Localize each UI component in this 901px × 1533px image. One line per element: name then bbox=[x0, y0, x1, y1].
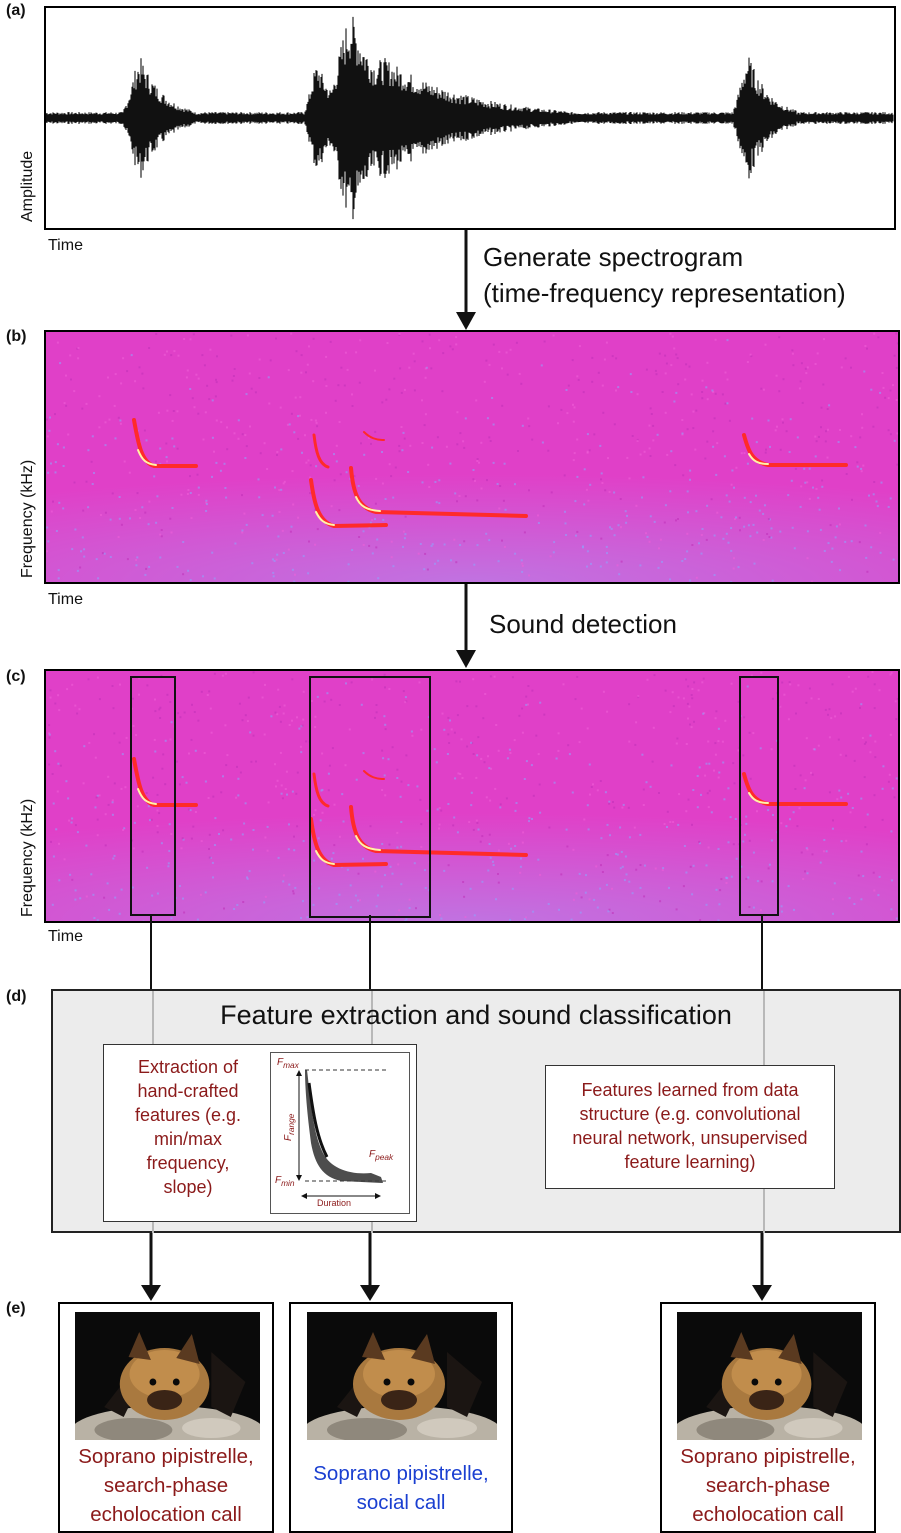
result-card-3: Soprano pipistrelle, search-phase echolo… bbox=[660, 1302, 876, 1533]
feature-inset-svg bbox=[296, 1069, 387, 1199]
handcrafted-line: Extraction of bbox=[137, 1057, 239, 1077]
arrow-d-e-2 bbox=[360, 1233, 380, 1301]
arrow-d-e-1 bbox=[141, 1233, 161, 1301]
spectrogram-c-noise bbox=[48, 671, 898, 921]
result-line: social call bbox=[356, 1491, 446, 1514]
result-line: search-phase bbox=[705, 1474, 831, 1497]
handcrafted-line: features (e.g. bbox=[134, 1105, 242, 1125]
result-card-1: Soprano pipistrelle, search-phase echolo… bbox=[58, 1302, 274, 1533]
spectrogram-c-svg bbox=[46, 671, 898, 921]
result-line: Soprano pipistrelle, bbox=[78, 1445, 254, 1468]
spectrogram-c bbox=[44, 669, 900, 923]
handcrafted-box: Extraction of hand-crafted features (e.g… bbox=[103, 1044, 417, 1222]
connector-3 bbox=[761, 915, 763, 989]
handcrafted-text: Extraction of hand-crafted features (e.g… bbox=[108, 1055, 268, 1199]
bat-photo bbox=[307, 1312, 497, 1440]
connector-2 bbox=[369, 915, 371, 989]
spectrogram-c-calls bbox=[132, 757, 848, 868]
panel-b-letter: (b) bbox=[6, 328, 27, 345]
result-label-2: Soprano pipistrelle, social call bbox=[291, 1459, 511, 1517]
result-line: Soprano pipistrelle, bbox=[680, 1445, 856, 1468]
feature-panel: Feature extraction and sound classificat… bbox=[51, 989, 901, 1233]
waveform-svg bbox=[46, 16, 894, 220]
result-line: Soprano pipistrelle, bbox=[313, 1462, 489, 1485]
handcrafted-line: slope) bbox=[163, 1177, 213, 1197]
panel-a-letter: (a) bbox=[6, 2, 26, 19]
handcrafted-line: hand-crafted bbox=[137, 1081, 239, 1101]
waveform-plot bbox=[44, 6, 896, 230]
learned-text: Features learned from data structure (e.… bbox=[546, 1078, 834, 1174]
frange-label: Frange bbox=[283, 1113, 296, 1141]
fpeak-label: Fpeak bbox=[369, 1149, 394, 1162]
result-line: echolocation call bbox=[90, 1503, 242, 1526]
detection-box-2 bbox=[309, 676, 431, 918]
arrow-a-b bbox=[456, 230, 476, 330]
result-label-3: Soprano pipistrelle, search-phase echolo… bbox=[662, 1442, 874, 1529]
learned-line: Features learned from data bbox=[581, 1080, 799, 1100]
result-line: echolocation call bbox=[692, 1503, 844, 1526]
panel-a-xlabel: Time bbox=[48, 237, 83, 254]
fmin-label: Fmin bbox=[275, 1175, 295, 1188]
step-spectrogram-line1: Generate spectrogram bbox=[483, 242, 744, 272]
panel-c-ylabel: Frequency (kHz) bbox=[19, 798, 36, 917]
learned-line: structure (e.g. convolutional bbox=[579, 1104, 801, 1124]
learned-line: feature learning) bbox=[624, 1152, 756, 1172]
duration-label: Duration bbox=[317, 1198, 352, 1208]
feature-inset: Fmax Fmin Frange Fpeak Duration bbox=[270, 1052, 410, 1214]
feature-title: Feature extraction and sound classificat… bbox=[220, 1000, 732, 1030]
spectrogram-b-svg bbox=[46, 332, 898, 582]
panel-c-letter: (c) bbox=[6, 668, 26, 685]
result-card-2: Soprano pipistrelle, social call bbox=[289, 1302, 513, 1533]
panel-b-xlabel: Time bbox=[48, 591, 83, 608]
result-line: search-phase bbox=[103, 1474, 229, 1497]
detection-box-1 bbox=[130, 676, 176, 916]
arrow-b-c bbox=[456, 584, 476, 668]
bat-photo bbox=[75, 1312, 260, 1440]
bat-photo bbox=[677, 1312, 862, 1440]
fmax-label: Fmax bbox=[277, 1057, 299, 1070]
step-spectrogram-line2: (time-frequency representation) bbox=[483, 278, 846, 308]
result-label-1: Soprano pipistrelle, search-phase echolo… bbox=[60, 1442, 272, 1529]
panel-d-letter: (d) bbox=[6, 988, 27, 1005]
handcrafted-line: frequency, bbox=[146, 1153, 230, 1173]
detection-box-3 bbox=[739, 676, 779, 916]
panel-a-ylabel: Amplitude bbox=[19, 150, 36, 222]
learned-line: neural network, unsupervised bbox=[572, 1128, 808, 1148]
panel-e-letter: (e) bbox=[6, 1300, 26, 1317]
spectrogram-b-noise bbox=[46, 332, 898, 582]
spectrogram-b bbox=[44, 330, 900, 584]
panel-c-xlabel: Time bbox=[48, 928, 83, 945]
panel-b-ylabel: Frequency (kHz) bbox=[19, 459, 36, 578]
arrow-d-e-3 bbox=[752, 1233, 772, 1301]
learned-box: Features learned from data structure (e.… bbox=[545, 1065, 835, 1189]
handcrafted-line: min/max bbox=[153, 1129, 222, 1149]
spectrogram-b-calls bbox=[132, 418, 848, 529]
connector-1 bbox=[150, 915, 152, 989]
step-detection: Sound detection bbox=[489, 609, 677, 639]
waveform-trace bbox=[46, 16, 894, 220]
